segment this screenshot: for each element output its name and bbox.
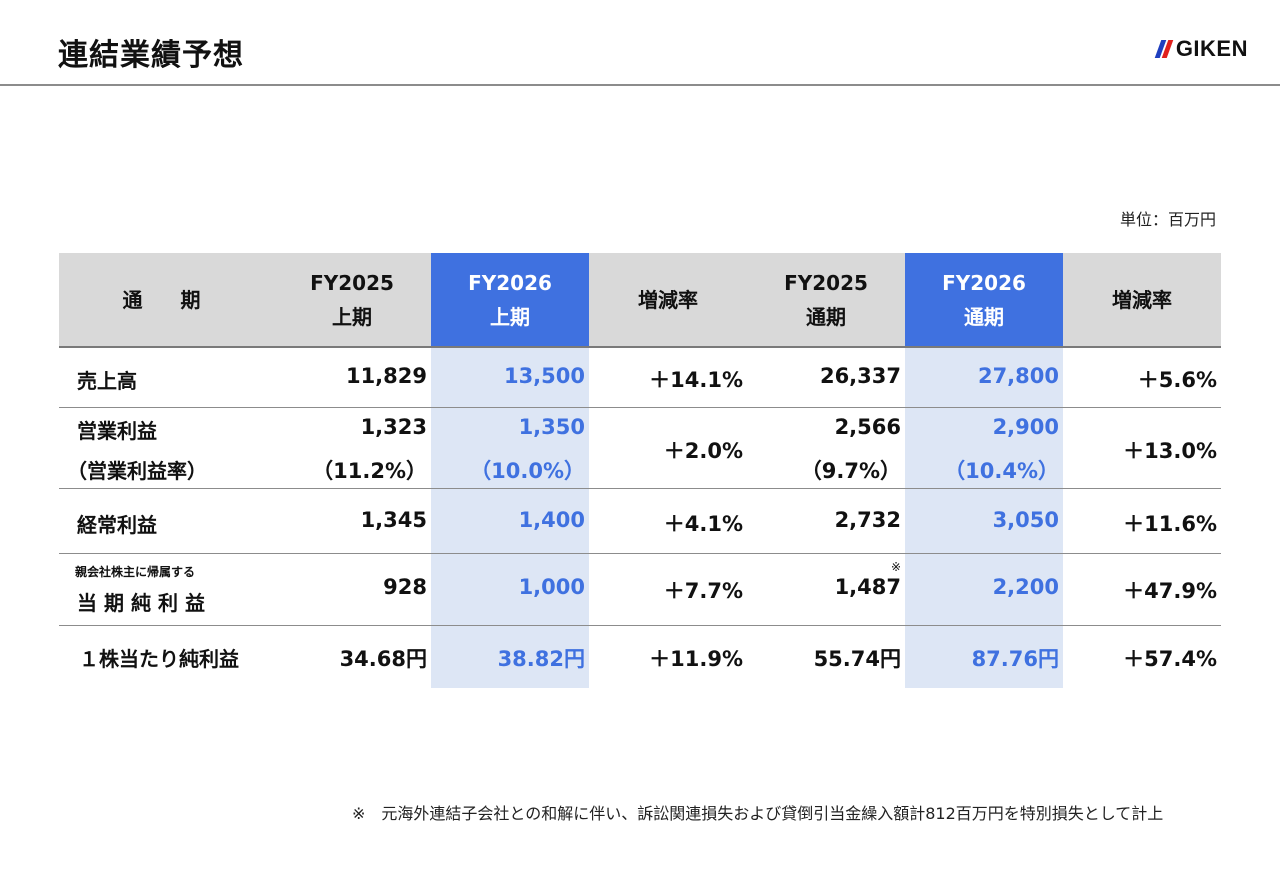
cell-fy2025-full: 1,487 <box>834 575 901 599</box>
cell-fy2025-h1: 1,323 <box>360 415 427 439</box>
cell-full-change: ＋13.0% <box>1123 439 1217 463</box>
cell-fy2026-full: 87.76円 <box>971 647 1059 671</box>
row-small-label: 親会社株主に帰属する <box>75 565 196 579</box>
cell-full-change: ＋11.6% <box>1123 512 1217 536</box>
cell-fy2025-h1: 34.68円 <box>339 647 427 671</box>
footnote-mark: ※ <box>890 560 901 574</box>
row-sublabel: （営業利益率） <box>67 459 207 483</box>
highlight-column-fy2026-h1 <box>431 346 589 688</box>
cell-fy2025-h1-margin: （11.2%） <box>312 459 427 483</box>
cell-full-change: ＋5.6% <box>1137 368 1217 392</box>
header-fy2026-h1: FY2026 上期 <box>431 253 589 346</box>
row-divider <box>59 625 1221 626</box>
cell-fy2026-full: 2,200 <box>992 575 1059 599</box>
header-fy2026-full: FY2026 通期 <box>905 253 1063 346</box>
cell-fy2025-full: 26,337 <box>819 364 901 388</box>
header-fy2025-h1: FY2025 上期 <box>310 270 394 329</box>
cell-fy2026-h1: 1,400 <box>518 508 585 532</box>
cell-fy2025-full: 2,732 <box>834 508 901 532</box>
cell-fy2026-full: 2,900 <box>992 415 1059 439</box>
cell-full-change: ＋57.4% <box>1123 647 1217 671</box>
row-divider <box>59 346 1221 348</box>
cell-h1-change: ＋2.0% <box>663 439 743 463</box>
cell-full-change: ＋47.9% <box>1123 579 1217 603</box>
cell-fy2025-full: 2,566 <box>834 415 901 439</box>
row-label: 当期純利益 <box>77 591 212 615</box>
cell-h1-change: ＋11.9% <box>649 647 743 671</box>
logo-mark-icon <box>1154 40 1174 58</box>
cell-h1-change: ＋7.7% <box>663 579 743 603</box>
cell-fy2026-full: 3,050 <box>992 508 1059 532</box>
header-period: 通 期 <box>122 287 210 312</box>
cell-fy2025-full: 55.74円 <box>813 647 901 671</box>
cell-fy2025-h1: 11,829 <box>345 364 427 388</box>
cell-fy2026-h1: 13,500 <box>503 364 585 388</box>
cell-fy2026-h1-margin: （10.0%） <box>470 459 585 483</box>
giken-logo: GIKEN <box>1154 36 1248 62</box>
row-label: 営業利益 <box>77 419 157 443</box>
forecast-table: 通 期 FY2025 上期 FY2026 上期 増減率 FY2025 通期 FY… <box>59 253 1221 688</box>
row-divider <box>59 407 1221 408</box>
page-title: 連結業績予想 <box>58 38 244 73</box>
header-full-change: 増減率 <box>1112 287 1172 312</box>
cell-h1-change: ＋14.1% <box>649 368 743 392</box>
cell-fy2025-full-margin: （9.7%） <box>800 459 901 483</box>
row-divider <box>59 488 1221 489</box>
cell-h1-change: ＋4.1% <box>663 512 743 536</box>
cell-fy2026-h1: 38.82円 <box>497 647 585 671</box>
highlight-column-fy2026-full <box>905 346 1063 688</box>
row-divider <box>59 553 1221 554</box>
header-cell-period-group <box>59 253 431 346</box>
row-label: 経常利益 <box>77 513 157 537</box>
row-label: １株当たり純利益 <box>79 647 239 671</box>
cell-fy2025-h1: 928 <box>383 575 427 599</box>
cell-fy2025-h1: 1,345 <box>360 508 427 532</box>
footnote: ※ 元海外連結子会社との和解に伴い、訴訟関連損失および貸倒引当金繰入額計812百… <box>352 804 1164 823</box>
cell-fy2026-h1: 1,000 <box>518 575 585 599</box>
cell-fy2026-h1: 1,350 <box>518 415 585 439</box>
header-cell-group2 <box>589 253 905 346</box>
logo-text: GIKEN <box>1175 36 1248 61</box>
header-h1-change: 増減率 <box>638 287 698 312</box>
header-fy2025-full: FY2025 通期 <box>784 270 868 329</box>
header-cell-group3 <box>1063 253 1221 346</box>
row-label: 売上高 <box>77 369 137 393</box>
cell-fy2026-full-margin: （10.4%） <box>944 459 1059 483</box>
cell-fy2026-full: 27,800 <box>977 364 1059 388</box>
unit-label: 単位：百万円 <box>1119 210 1216 229</box>
header-divider <box>0 84 1280 86</box>
